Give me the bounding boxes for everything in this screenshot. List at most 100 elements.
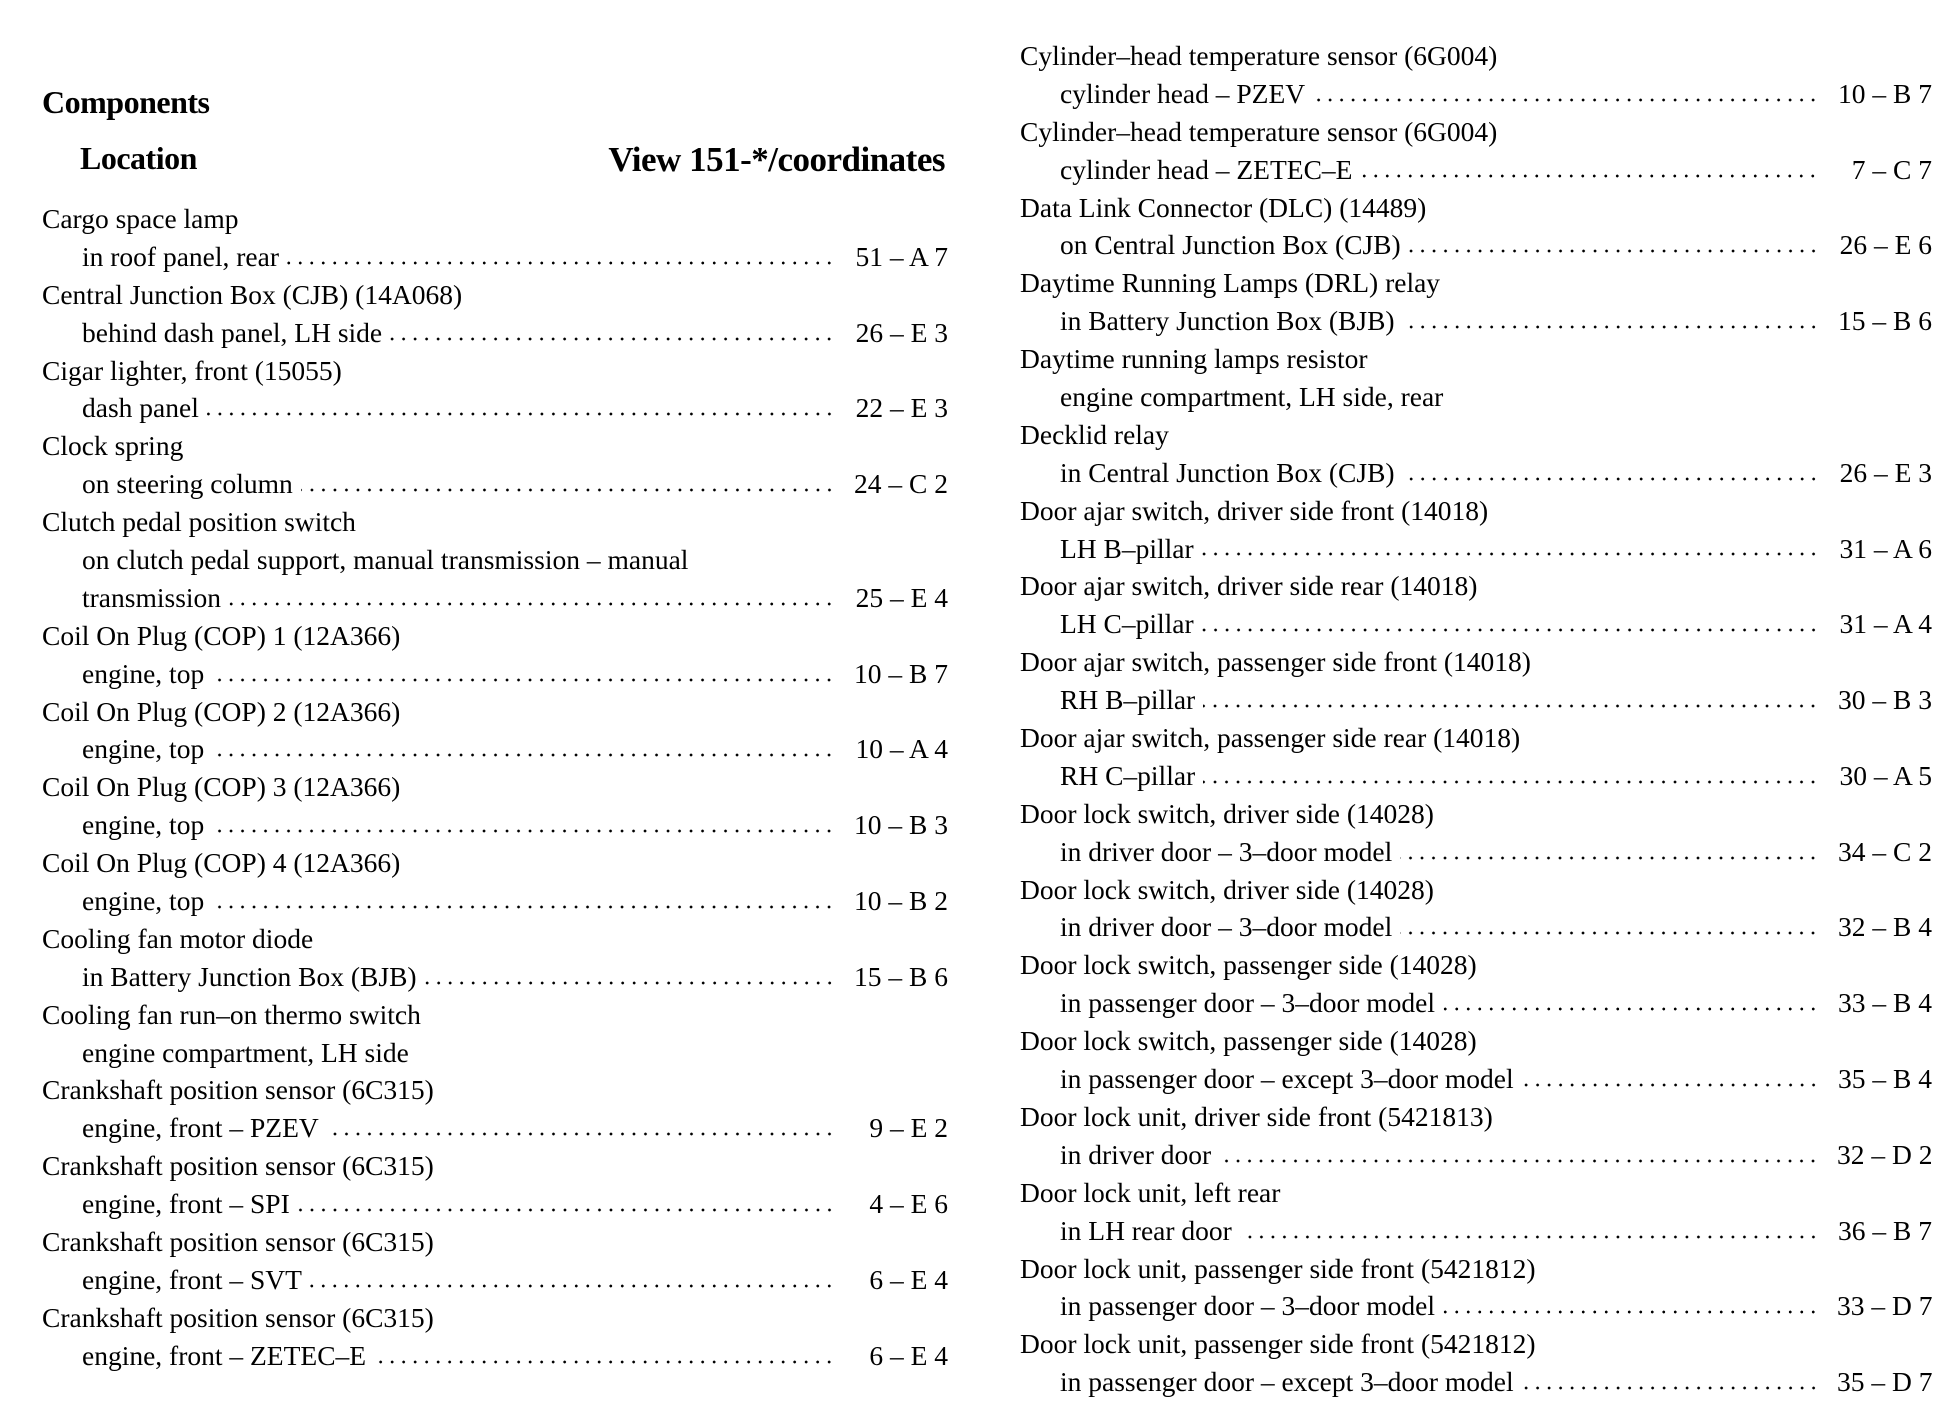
dot-leader — [1443, 1006, 1819, 1013]
location-line: behind dash panel, LH side 26 – E 3 — [42, 314, 948, 352]
view-coordinate: 4 – E 6 — [869, 1188, 948, 1220]
location-line: in Central Junction Box (CJB) 26 – E 3 — [1020, 454, 1932, 492]
component-name: Door ajar switch, passenger side rear (1… — [1020, 722, 1521, 754]
location-line: on steering column 24 – C 2 — [42, 465, 948, 503]
dot-leader — [1408, 248, 1819, 255]
dot-leader — [1360, 172, 1819, 179]
dot-leader — [1402, 475, 1819, 482]
location-line: engine, top 10 – A 4 — [42, 730, 948, 768]
index-entry: Cooling fan run–on thermo switch engine c… — [42, 996, 948, 1072]
location-text: in passenger door – 3–door model — [1060, 987, 1435, 1019]
index-entry: Central Junction Box (CJB) (14A068) behin… — [42, 276, 948, 352]
index-entry: Data Link Connector (DLC) (14489) on Cent… — [1020, 189, 1932, 265]
index-entry: Door lock switch, passenger side (14028)… — [1020, 946, 1932, 1022]
index-entry: Coil On Plug (COP) 2 (12A366) engine, top… — [42, 693, 948, 769]
location-line: on clutch pedal support, manual transmis… — [42, 541, 948, 579]
index-entry: Cooling fan motor diode in Battery Juncti… — [42, 920, 948, 996]
dot-leader — [1402, 324, 1819, 331]
location-text: engine, top — [82, 885, 205, 917]
location-line: engine compartment, LH side, rear — [1020, 378, 1932, 416]
location-text: engine, front – SVT — [82, 1263, 302, 1295]
location-line: engine, top 10 – B 7 — [42, 655, 948, 693]
dot-leader — [229, 600, 835, 607]
location-line: RH B–pillar 30 – B 3 — [1020, 681, 1932, 719]
location-text: in driver door – 3–door model — [1060, 835, 1393, 867]
component-name: Door ajar switch, passenger side front (… — [1020, 646, 1531, 678]
component-name: Door lock switch, passenger side (14028) — [1020, 949, 1477, 981]
location-text: in driver door — [1060, 1138, 1212, 1170]
index-entry: Door ajar switch, passenger side rear (1… — [1020, 719, 1932, 795]
index-entry: Crankshaft position sensor (6C315) engine… — [42, 1299, 948, 1375]
view-coordinate: 33 – B 4 — [1838, 987, 1932, 1019]
component-name: Door lock unit, passenger side front (54… — [1020, 1328, 1536, 1360]
location-text: engine compartment, LH side, rear — [1060, 381, 1444, 413]
component-name: Door lock switch, driver side (14028) — [1020, 873, 1434, 905]
dot-leader — [212, 752, 835, 759]
location-line: dash panel 22 – E 3 — [42, 389, 948, 427]
location-text: in LH rear door — [1060, 1214, 1232, 1246]
dot-leader — [1203, 703, 1819, 710]
location-text: engine, top — [82, 809, 205, 841]
component-name: Coil On Plug (COP) 2 (12A366) — [42, 695, 401, 727]
view-coordinate: 30 – B 3 — [1838, 684, 1932, 716]
dot-leader — [1443, 1309, 1819, 1316]
location-text: in Battery Junction Box (BJB) — [82, 960, 417, 992]
location-text: in roof panel, rear — [82, 240, 279, 272]
view-coordinate: 10 – B 7 — [854, 657, 948, 689]
index-entry: Door lock unit, left rear in LH rear door… — [1020, 1174, 1932, 1250]
location-line: in driver door 32 – D 2 — [1020, 1136, 1933, 1174]
location-text: in passenger door – except 3–door model — [1060, 1366, 1514, 1398]
index-entry: Coil On Plug (COP) 3 (12A366) engine, top… — [42, 768, 948, 844]
section-title: Components — [42, 84, 210, 120]
index-entry: Door lock unit, passenger side front (54… — [1020, 1250, 1933, 1326]
location-text: LH B–pillar — [1060, 532, 1194, 564]
view-coordinate: 26 – E 6 — [1839, 229, 1932, 261]
dot-leader — [212, 903, 835, 910]
index-entry: Crankshaft position sensor (6C315) engine… — [42, 1223, 948, 1299]
location-line: engine, front – SPI 4 – E 6 — [42, 1185, 948, 1223]
component-name: Cargo space lamp — [42, 203, 239, 234]
component-name: Door lock switch, driver side (14028) — [1020, 797, 1434, 829]
location-line: engine, top 10 – B 2 — [42, 882, 948, 920]
view-coordinate: 26 – E 3 — [855, 316, 948, 348]
location-line: LH B–pillar 31 – A 6 — [1020, 530, 1932, 568]
component-name: Door lock switch, passenger side (14028) — [1020, 1025, 1477, 1057]
view-coordinate: 51 – A 7 — [855, 240, 948, 272]
component-name: Decklid relay — [1020, 418, 1169, 450]
location-text: in driver door – 3–door model — [1060, 911, 1393, 943]
location-line: engine, front – PZEV 9 – E 2 — [42, 1109, 948, 1147]
index-entry: Door lock switch, driver side (14028) in … — [1020, 871, 1932, 947]
view-column-header: View 151-*/coordinates — [608, 140, 945, 179]
dot-leader — [424, 979, 835, 986]
view-coordinate: 35 – B 4 — [1838, 1063, 1932, 1095]
location-text: engine, top — [82, 733, 205, 765]
dot-leader — [1400, 930, 1819, 937]
view-coordinate: 10 – A 4 — [855, 733, 948, 765]
component-name: Crankshaft position sensor (6C315) — [42, 1074, 434, 1106]
location-text: on Central Junction Box (CJB) — [1060, 229, 1401, 261]
component-name: Door ajar switch, driver side front (140… — [1020, 494, 1489, 526]
location-text: in Battery Junction Box (BJB) — [1060, 305, 1395, 337]
dot-leader — [212, 828, 835, 835]
view-coordinate: 32 – D 2 — [1837, 1138, 1933, 1170]
location-text: in passenger door – 3–door model — [1060, 1290, 1435, 1322]
dot-leader — [1521, 1385, 1819, 1392]
view-coordinate: 36 – B 7 — [1838, 1214, 1932, 1246]
location-text: RH B–pillar — [1060, 684, 1196, 716]
dot-leader — [309, 1282, 835, 1289]
component-name: Clutch pedal position switch — [42, 506, 356, 538]
index-entry: Clutch pedal position switch on clutch pe… — [42, 503, 948, 617]
location-line: in Battery Junction Box (BJB) 15 – B 6 — [1020, 302, 1932, 340]
view-coordinate: 32 – B 4 — [1838, 911, 1932, 943]
component-name: Cooling fan motor diode — [42, 922, 314, 954]
view-coordinate: 22 – E 3 — [855, 392, 948, 424]
index-entry: Door ajar switch, passenger side front (… — [1020, 643, 1932, 719]
dot-leader — [300, 487, 835, 494]
index-entry: Door ajar switch, driver side rear (1401… — [1020, 567, 1932, 643]
view-coordinate: 10 – B 2 — [854, 885, 948, 917]
location-line: in driver door – 3–door model 32 – B 4 — [1020, 908, 1932, 946]
location-text: engine, front – PZEV — [82, 1112, 319, 1144]
location-line: engine, top 10 – B 3 — [42, 806, 948, 844]
index-entry: Cylinder–head temperature sensor (6G004)… — [1020, 113, 1932, 189]
component-name: Data Link Connector (DLC) (14489) — [1020, 191, 1427, 223]
